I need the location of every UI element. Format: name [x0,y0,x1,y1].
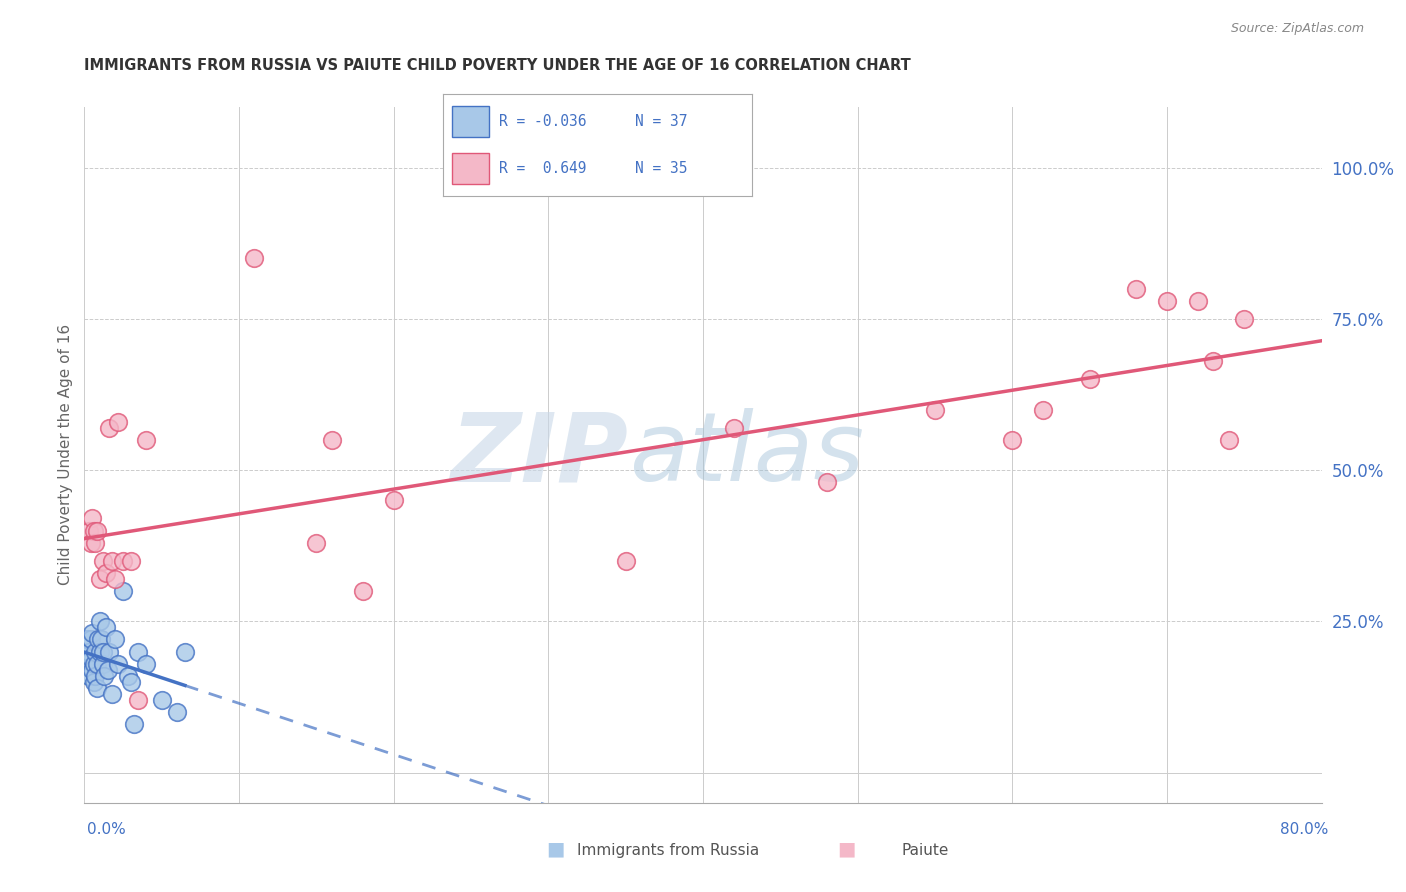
Point [98,644,121,658]
Text: 80.0%: 80.0% [1281,822,1329,837]
Point [117,669,139,683]
Text: atlas: atlas [628,409,863,501]
Point [166,705,188,719]
Point [84,535,107,549]
Point [122,717,145,731]
Point [135,433,157,447]
Point [91,657,114,671]
Point [1032,402,1054,417]
Point [79,535,101,549]
Point [82,663,104,677]
Point [1233,311,1256,326]
Point [93,669,115,683]
Point [94,620,117,634]
Point [120,554,142,568]
Point [127,644,149,658]
Point [1156,293,1178,308]
Point [382,493,405,508]
Point [86,681,108,695]
Point [79,632,101,647]
Point [174,644,197,658]
Point [79,650,101,665]
Point [89,615,111,629]
Point [101,687,124,701]
Point [135,657,157,671]
Point [127,693,149,707]
Point [84,669,107,683]
Point [1125,281,1147,295]
Point [1202,354,1225,368]
Point [243,252,266,266]
Point [112,584,135,599]
Text: ZIP: ZIP [451,409,628,501]
Text: Immigrants from Russia: Immigrants from Russia [576,843,759,857]
Point [76,657,98,671]
Point [1001,433,1024,447]
Point [150,693,173,707]
Point [82,626,104,640]
Point [321,433,343,447]
Point [723,420,745,434]
Point [305,535,328,549]
Point [83,524,105,538]
Point [101,554,124,568]
Point [83,674,105,689]
Point [86,657,108,671]
Bar [453,153,489,184]
Point [77,644,100,658]
Point [82,511,104,525]
Point [1078,372,1101,386]
Point [77,669,100,683]
Point [84,644,107,658]
Point [352,584,374,599]
Point [924,402,946,417]
Point [120,674,142,689]
Text: Paiute: Paiute [901,843,949,857]
Point [1218,433,1240,447]
Text: R =  0.649: R = 0.649 [499,161,586,176]
Point [91,644,114,658]
Text: R = -0.036: R = -0.036 [499,114,586,128]
Point [104,632,127,647]
Text: ■: ■ [837,839,856,858]
Point [1187,293,1209,308]
Text: ■: ■ [546,839,565,858]
Point [86,524,108,538]
Point [98,420,121,434]
Point [91,554,114,568]
Point [104,572,127,586]
Text: IMMIGRANTS FROM RUSSIA VS PAIUTE CHILD POVERTY UNDER THE AGE OF 16 CORRELATION C: IMMIGRANTS FROM RUSSIA VS PAIUTE CHILD P… [84,58,911,73]
Point [77,524,100,538]
Text: N = 35: N = 35 [634,161,688,176]
Point [94,566,117,580]
Bar [453,106,489,136]
Text: 0.0%: 0.0% [87,822,127,837]
Point [76,632,98,647]
Point [89,572,111,586]
Point [83,657,105,671]
Point [90,632,112,647]
Y-axis label: Child Poverty Under the Age of 16: Child Poverty Under the Age of 16 [58,325,73,585]
Text: Source: ZipAtlas.com: Source: ZipAtlas.com [1230,22,1364,36]
Point [87,632,110,647]
Point [96,663,118,677]
Text: N = 37: N = 37 [634,114,688,128]
Point [815,475,838,490]
Point [112,554,135,568]
Point [614,554,637,568]
Point [107,657,129,671]
Point [75,644,97,658]
Point [89,644,111,658]
Point [107,415,129,429]
